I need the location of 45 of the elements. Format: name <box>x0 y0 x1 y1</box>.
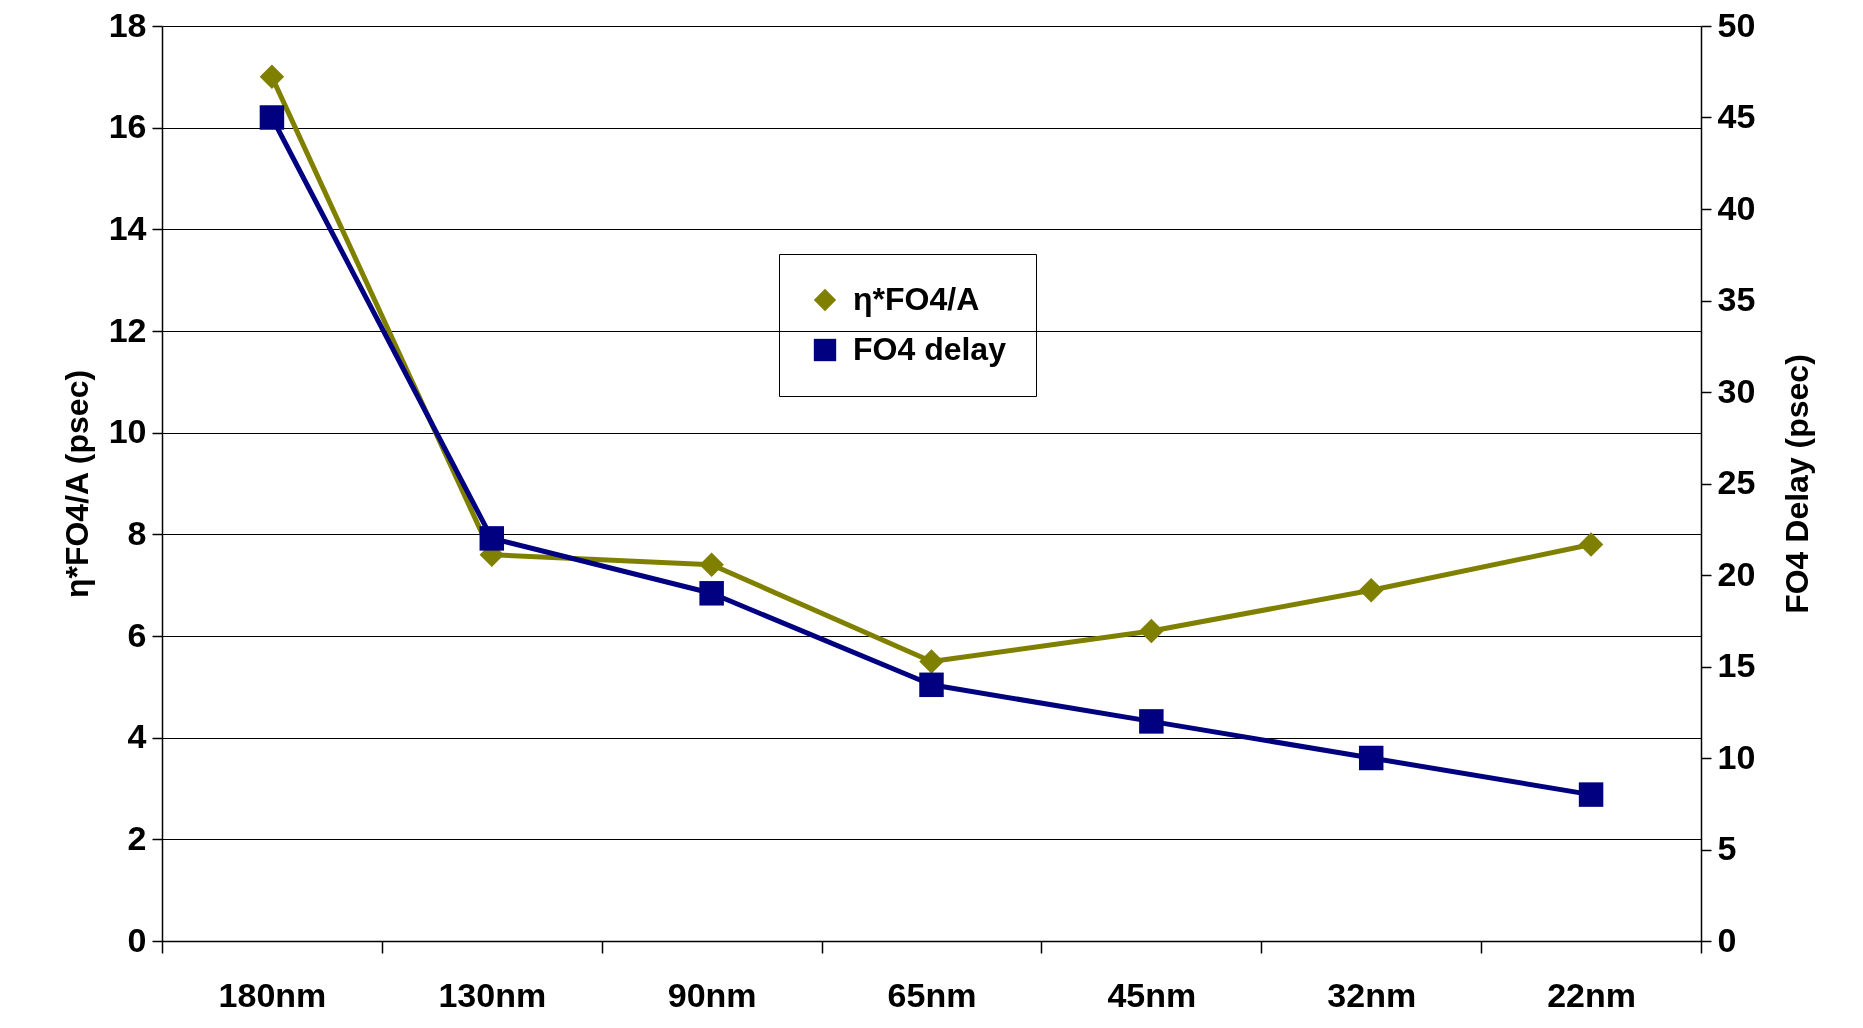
x-tick-label: 45nm <box>1107 975 1197 1014</box>
y2-tick-label: 40 <box>1717 188 1756 227</box>
y-tick-label: 6 <box>127 615 147 654</box>
point <box>1139 709 1164 734</box>
point <box>479 526 505 551</box>
point <box>259 64 285 90</box>
x-tick-label: 130nm <box>438 975 547 1014</box>
y2-tick-label: 5 <box>1717 829 1737 867</box>
y-axis-title: η*FO4/A (psec) <box>58 369 95 599</box>
y-tick-label: 0 <box>127 920 147 959</box>
y-tick-label: 8 <box>127 513 147 552</box>
x-tick-label: 90nm <box>667 975 757 1014</box>
y2-tick-label: 15 <box>1717 646 1756 684</box>
point <box>699 581 724 606</box>
point <box>1358 745 1384 771</box>
y-tick-label: 10 <box>108 412 147 451</box>
point <box>1139 618 1164 644</box>
y-tick-label: 4 <box>127 717 147 756</box>
y2-tick-label: 10 <box>1717 737 1756 776</box>
point <box>699 552 724 578</box>
y2-tick-label: 45 <box>1717 97 1756 135</box>
y2-tick-label: 25 <box>1717 463 1756 501</box>
y2-tick-label: 50 <box>1717 5 1756 44</box>
point <box>919 672 944 698</box>
legend-label: η*FO4/A <box>853 281 980 317</box>
point <box>1358 578 1384 603</box>
x-tick-label: 22nm <box>1547 975 1636 1014</box>
x-tick-label: 65nm <box>887 975 977 1014</box>
y2-tick-label: 35 <box>1717 280 1756 318</box>
point <box>919 649 944 674</box>
y2-axis-title: FO4 Delay (psec) <box>1779 354 1816 614</box>
point <box>259 105 285 130</box>
y2-tick-label: 20 <box>1717 554 1756 593</box>
y-tick-label: 14 <box>108 208 147 247</box>
point <box>1578 782 1604 807</box>
y2-tick-label: 0 <box>1717 920 1737 959</box>
x-tick-label: 180nm <box>218 975 327 1014</box>
y-tick-label: 18 <box>108 5 147 44</box>
x-tick-label: 32nm <box>1327 975 1417 1014</box>
point <box>1578 532 1604 557</box>
y-tick-label: 16 <box>108 107 147 146</box>
y-tick-label: 12 <box>108 310 147 349</box>
y2-tick-label: 30 <box>1717 371 1756 410</box>
legend-label: FO4 delay <box>853 331 1007 367</box>
y-tick-label: 2 <box>127 818 147 857</box>
